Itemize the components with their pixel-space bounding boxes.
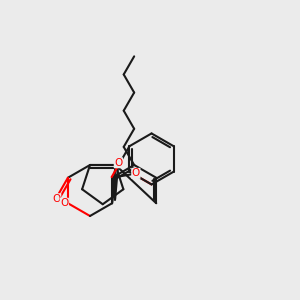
- Text: O: O: [114, 158, 122, 168]
- Text: O: O: [60, 198, 68, 208]
- Text: O: O: [52, 194, 61, 204]
- Text: O: O: [132, 168, 140, 178]
